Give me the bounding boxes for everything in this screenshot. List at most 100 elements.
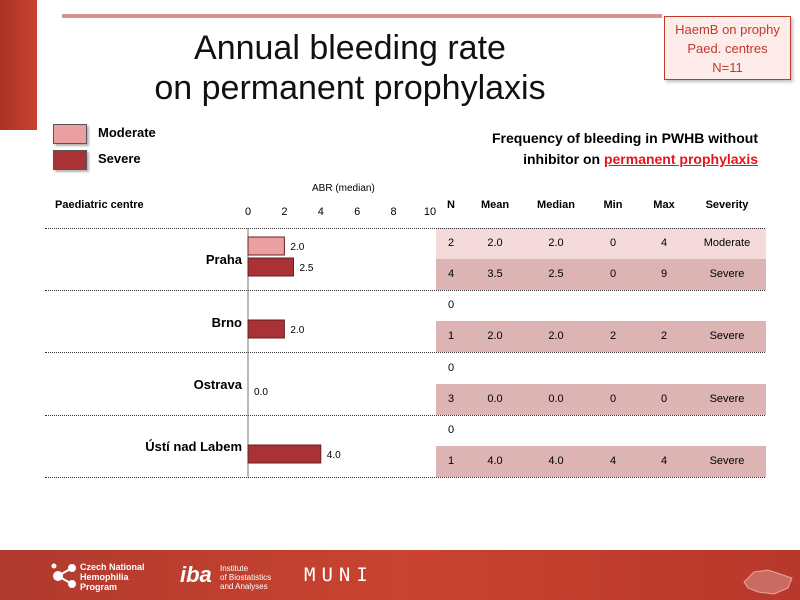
row-separator (45, 290, 765, 291)
centre-column-header: Paediatric centre (55, 199, 144, 211)
cell-min: 0 (609, 268, 617, 280)
cell-n: 1 (447, 330, 455, 342)
iba-logo-text: Institute of Biostatistics and Analyses (220, 564, 271, 591)
centre-label-ostrava: Ostrava (193, 377, 242, 392)
bar-value-label: 2.0 (290, 242, 304, 253)
iba-line-1: Institute (220, 564, 249, 573)
x-tick-label: 6 (354, 206, 360, 218)
row-bg-1 (436, 228, 766, 259)
cell-n: 0 (447, 362, 455, 374)
column-header-min: Min (603, 199, 623, 211)
cell-min: 4 (609, 455, 617, 467)
cell-median: 0.0 (548, 393, 564, 405)
x-tick-label: 4 (318, 206, 324, 218)
cell-n: 4 (447, 268, 455, 280)
info-line-1: HaemB on prophy (675, 22, 780, 37)
x-tick-label: 2 (281, 206, 287, 218)
subtitle-highlight: permanent prophylaxis (603, 151, 758, 167)
legend-swatch-severe (53, 150, 87, 170)
slide-title: Annual bleeding rate on permanent prophy… (100, 28, 600, 108)
network-logo-icon (51, 563, 76, 588)
bar-value-label: 0.0 (254, 387, 268, 398)
row-bg-8 (436, 446, 766, 477)
subtitle-prefix: inhibitor on (523, 151, 601, 167)
column-header-max: Max (653, 199, 675, 211)
bar-value-label: 2.5 (300, 263, 314, 274)
cnhp-line-3: Program (80, 582, 118, 592)
legend-label-severe: Severe (98, 151, 141, 166)
info-line-3: N=11 (712, 60, 743, 75)
bar-value-label: 2.0 (290, 325, 304, 336)
info-line-2: Paed. centres (687, 41, 768, 56)
subtitle-line-2: inhibitor on permanent prophylaxis (420, 149, 758, 170)
cell-n: 2 (447, 237, 455, 249)
cell-min: 0 (609, 237, 617, 249)
cell-n: 0 (447, 424, 455, 436)
cell-min: 2 (609, 330, 617, 342)
czech-map-icon (743, 569, 793, 595)
bar-value-label: 4.0 (327, 450, 341, 461)
left-accent-bar (0, 0, 37, 130)
title-line-1: Annual bleeding rate (194, 29, 506, 67)
cnhp-line-1: Czech National (80, 562, 145, 572)
title-line-2: on permanent prophylaxis (154, 69, 546, 107)
cell-mean: 2.0 (487, 330, 503, 342)
cell-max: 4 (660, 237, 668, 249)
bar-moderate (247, 236, 285, 256)
cell-n: 1 (447, 455, 455, 467)
centre-label-praha: Praha (205, 252, 242, 267)
cell-severity: Severe (709, 268, 745, 280)
cell-max: 2 (660, 330, 668, 342)
row-separator (45, 415, 765, 416)
column-header-median: Median (537, 199, 575, 211)
cell-severity: Severe (709, 455, 745, 467)
top-accent-line (62, 14, 662, 18)
row-separator (45, 477, 765, 478)
cell-min: 0 (609, 393, 617, 405)
cell-max: 4 (660, 455, 668, 467)
cnhp-logo-text: Czech National Hemophilia Program (80, 562, 145, 592)
column-header-mean: Mean (480, 199, 510, 211)
cell-median: 4.0 (548, 455, 564, 467)
iba-line-2: of Biostatistics (220, 573, 272, 582)
cell-median: 2.5 (548, 268, 564, 280)
column-header-n: N (447, 199, 455, 211)
cell-max: 9 (660, 268, 668, 280)
centre-label-usti: Ústí nad Labem (145, 439, 242, 454)
subtitle-line-1: Frequency of bleeding in PWHB without (492, 130, 758, 146)
cell-severity: Severe (709, 330, 745, 342)
row-separator (45, 352, 765, 353)
row-bg-2 (436, 259, 766, 290)
x-tick-label: 8 (391, 206, 397, 218)
cell-severity: Moderate (703, 237, 751, 249)
footer-band: Czech National Hemophilia Program iba In… (0, 550, 800, 600)
legend-label-moderate: Moderate (98, 125, 156, 140)
x-axis-label: ABR (median) (312, 183, 375, 194)
row-bg-6 (436, 384, 766, 415)
cell-mean: 3.5 (487, 268, 503, 280)
legend-swatch-moderate (53, 124, 87, 144)
chart-subtitle: Frequency of bleeding in PWHB without in… (420, 128, 758, 170)
cnhp-line-2: Hemophilia (80, 572, 129, 582)
x-tick-label: 0 (245, 206, 251, 218)
row-bg-4 (436, 321, 766, 352)
bar-severe (247, 257, 294, 277)
cell-mean: 2.0 (487, 237, 503, 249)
cell-max: 0 (660, 393, 668, 405)
iba-logo-mark: iba (180, 562, 212, 587)
cell-median: 2.0 (548, 237, 564, 249)
x-tick-label: 10 (424, 206, 436, 218)
bar-severe (247, 444, 322, 464)
cell-mean: 0.0 (487, 393, 503, 405)
muni-logo: MUNI (304, 564, 374, 586)
column-header-severity: Severity (705, 199, 749, 211)
bar-severe (247, 319, 285, 339)
cell-severity: Severe (709, 393, 745, 405)
info-box: HaemB on prophy Paed. centres N=11 (664, 16, 791, 80)
row-separator (45, 228, 765, 229)
cell-n: 0 (447, 299, 455, 311)
cell-mean: 4.0 (487, 455, 503, 467)
cell-median: 2.0 (548, 330, 564, 342)
centre-label-brno: Brno (211, 315, 242, 330)
